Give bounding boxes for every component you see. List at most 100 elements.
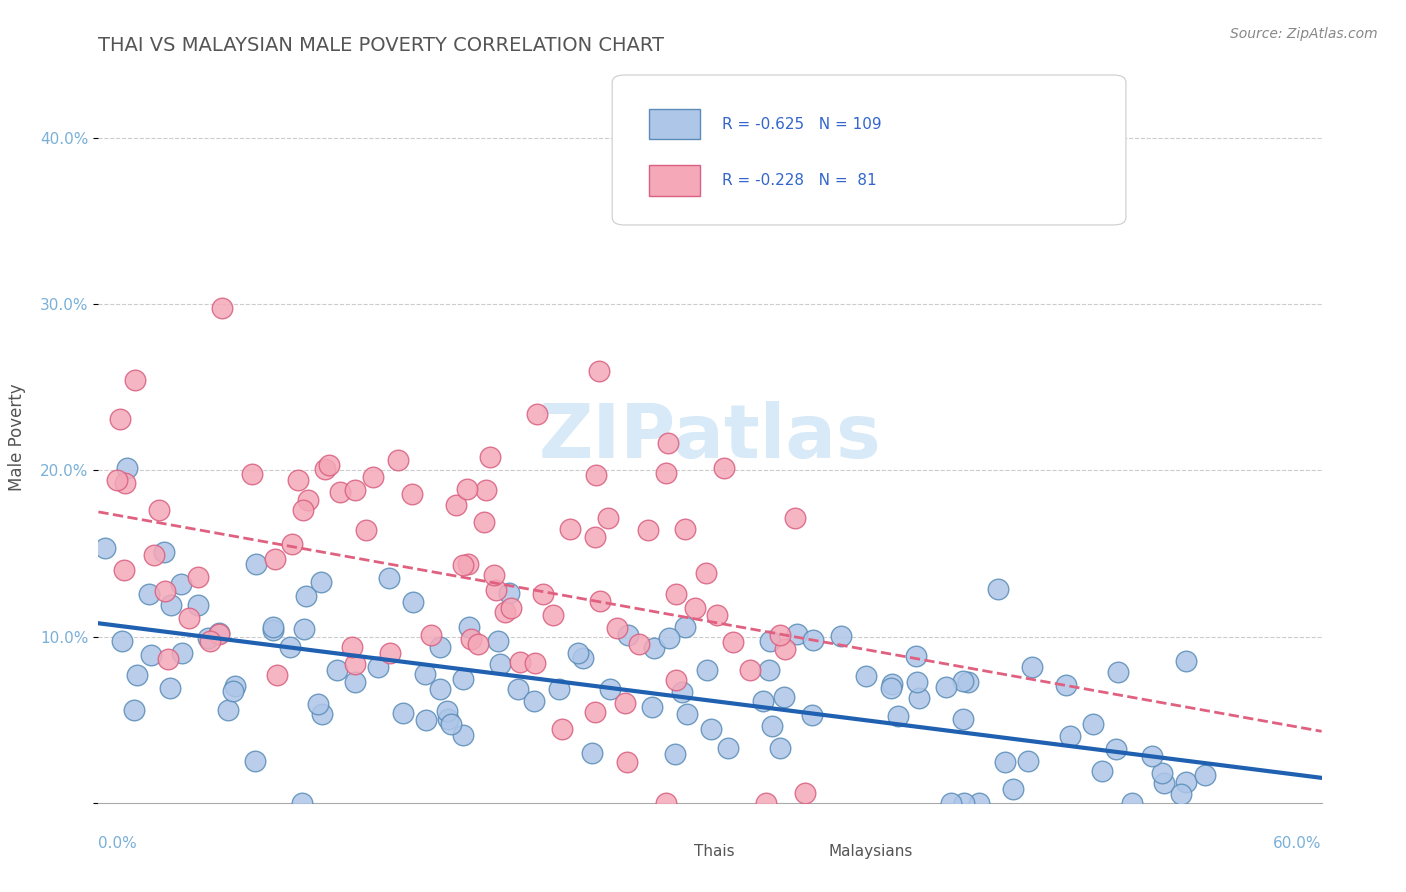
Point (474, 483, 496, 497)
Point (1021, 660, 1043, 674)
Point (1170, 787, 1192, 801)
FancyBboxPatch shape (612, 826, 942, 881)
Point (738, 664, 761, 678)
Point (526, 407, 548, 421)
Point (342, 640, 364, 654)
Point (830, 629, 852, 643)
Point (696, 663, 718, 677)
Point (1121, 796, 1143, 810)
Point (460, 632, 482, 647)
Point (453, 558, 475, 572)
Point (599, 681, 621, 696)
Point (628, 637, 651, 651)
Point (377, 571, 399, 585)
Point (451, 672, 474, 686)
Point (208, 626, 231, 640)
Point (583, 705, 606, 719)
Point (429, 640, 451, 654)
Point (343, 657, 366, 671)
Point (419, 628, 441, 642)
Point (571, 651, 593, 665)
Point (1001, 782, 1024, 797)
Point (531, 587, 554, 601)
Point (307, 698, 329, 712)
Point (440, 716, 463, 731)
Point (112, 563, 135, 577)
Point (325, 664, 347, 678)
Point (585, 468, 607, 483)
Y-axis label: Male Poverty: Male Poverty (8, 384, 27, 491)
Point (657, 435, 679, 450)
Point (429, 682, 451, 697)
Point (110, 634, 132, 648)
Point (1140, 748, 1163, 763)
Point (143, 549, 166, 563)
FancyBboxPatch shape (648, 109, 700, 139)
Point (456, 482, 478, 496)
Point (159, 681, 181, 695)
Point (775, 642, 797, 657)
Point (589, 593, 612, 607)
Point (1059, 729, 1081, 743)
Point (467, 637, 489, 651)
Point (664, 747, 686, 761)
Point (880, 681, 903, 695)
Point (499, 601, 522, 615)
Point (751, 694, 773, 708)
Point (314, 462, 336, 476)
Point (941, 796, 963, 810)
FancyBboxPatch shape (648, 165, 700, 195)
Point (987, 582, 1010, 597)
Point (287, 473, 309, 487)
Point (125, 667, 148, 681)
Point (1107, 665, 1129, 679)
Text: Thais: Thais (695, 845, 735, 859)
Point (783, 511, 806, 525)
Point (793, 786, 815, 800)
Point (291, 503, 314, 517)
Point (415, 713, 437, 727)
Point (665, 587, 688, 601)
Point (1153, 776, 1175, 790)
Point (761, 719, 783, 733)
Point (706, 608, 728, 623)
Point (583, 530, 606, 544)
Point (994, 756, 1017, 770)
Point (541, 608, 564, 623)
Point (671, 685, 693, 699)
Point (755, 796, 778, 810)
Point (292, 622, 315, 636)
Point (264, 552, 287, 566)
Point (523, 657, 546, 671)
Point (523, 694, 546, 708)
Text: R = -0.625   N = 109: R = -0.625 N = 109 (723, 117, 882, 131)
Point (311, 706, 333, 721)
Point (266, 668, 288, 682)
Point (598, 511, 620, 525)
Point (391, 706, 413, 721)
Point (309, 575, 332, 590)
Point (387, 453, 409, 467)
Point (952, 713, 974, 727)
Point (509, 656, 531, 670)
Point (138, 586, 160, 600)
Point (717, 740, 740, 755)
Point (187, 570, 209, 584)
Point (1017, 755, 1039, 769)
Point (786, 627, 808, 641)
Point (673, 522, 696, 536)
Point (472, 515, 495, 529)
Point (769, 628, 792, 642)
Point (887, 709, 910, 723)
Text: 0.0%: 0.0% (98, 836, 138, 851)
Text: R = -0.228   N =  81: R = -0.228 N = 81 (723, 173, 877, 188)
Point (211, 301, 233, 315)
Point (278, 640, 301, 655)
Point (953, 796, 976, 810)
Text: 60.0%: 60.0% (1274, 836, 1322, 851)
FancyBboxPatch shape (612, 75, 1126, 225)
Point (482, 567, 505, 582)
Point (616, 755, 638, 769)
Point (713, 461, 735, 475)
Point (115, 460, 138, 475)
